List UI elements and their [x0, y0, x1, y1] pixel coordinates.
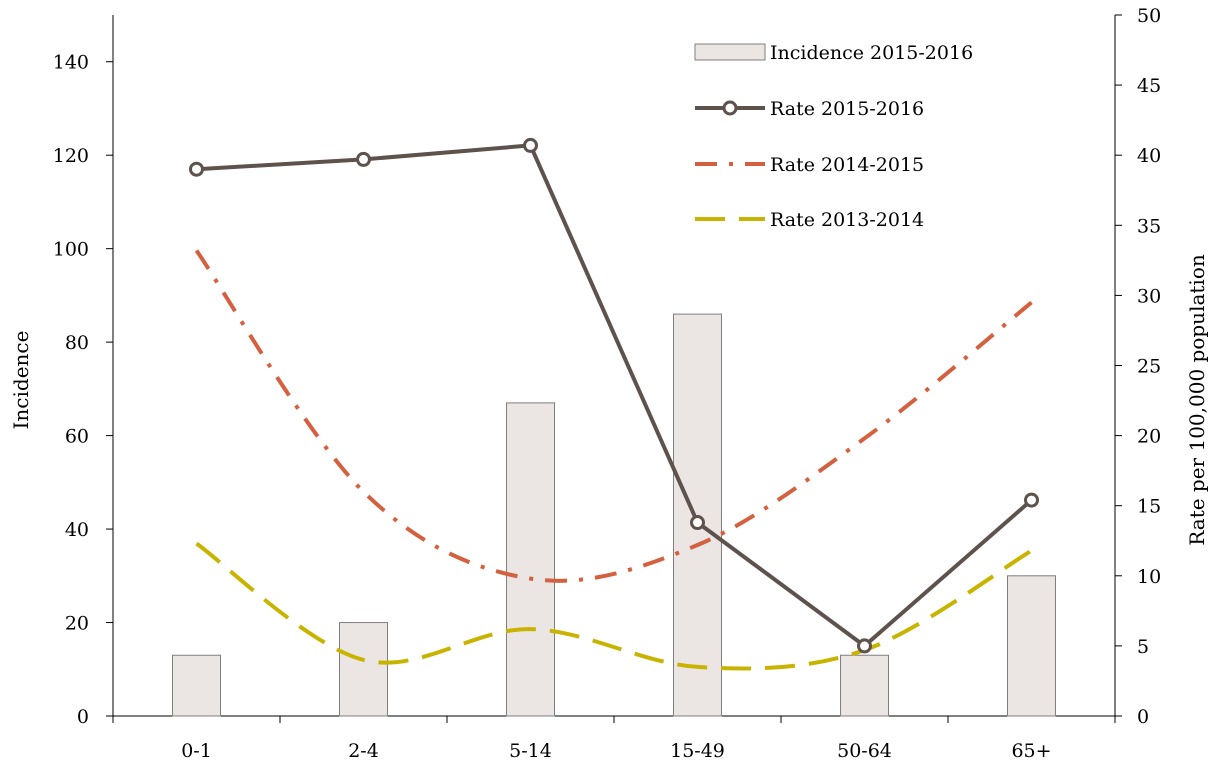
right-ticks: 0 5 10 15 20 25 30 35 40 45 50 [1115, 5, 1161, 728]
x-tick-label: 50-64 [837, 740, 892, 762]
series-line [195, 541, 1033, 671]
y2-tick-label: 35 [1137, 215, 1161, 237]
legend: Incidence 2015-2016 Rate 2015-2016 Rate 20… [694, 42, 973, 231]
bar [506, 402, 555, 717]
y2-tick-label: 20 [1137, 426, 1161, 448]
line-point [857, 638, 872, 654]
x-tick-label: 2-4 [348, 740, 379, 762]
legend-label: Rate 2015-2016 [770, 98, 924, 120]
legend-label: Rate 2014-2015 [770, 154, 924, 176]
x-tick-label: 5-14 [509, 740, 552, 762]
y2-tick-label: 40 [1137, 145, 1161, 167]
bar [840, 654, 889, 717]
bar [172, 654, 221, 717]
legend-label: Incidence 2015-2016 [770, 42, 973, 64]
x-tick-label: 0-1 [181, 740, 212, 762]
legend-label: Rate 2013-2014 [770, 209, 924, 231]
series-line [196, 143, 1033, 648]
y-tick-label: 60 [65, 426, 89, 448]
y2-tick-label: 10 [1137, 566, 1161, 588]
y-axis-title: Incidence [9, 331, 33, 430]
y-tick-label: 0 [77, 706, 89, 728]
y-tick-label: 140 [53, 52, 89, 74]
line-point [523, 137, 538, 153]
y2-tick-label: 50 [1137, 5, 1161, 27]
x-ticks: 0-1 2-4 5-14 15-49 50-64 65+ [112, 716, 1116, 762]
y-tick-label: 120 [53, 145, 89, 167]
line-point [356, 151, 371, 167]
legend-marker [722, 100, 738, 116]
line-point [189, 161, 204, 177]
line-point [1024, 492, 1039, 508]
bar [339, 622, 388, 717]
y-tick-label: 20 [65, 613, 89, 635]
y-tick-label: 100 [53, 239, 89, 261]
series-line [194, 249, 1033, 583]
y2-tick-label: 45 [1137, 75, 1161, 97]
x-tick-label: 65+ [1011, 740, 1051, 762]
y-tick-label: 80 [65, 332, 89, 354]
line-point [690, 515, 705, 531]
y2-tick-label: 30 [1137, 285, 1161, 307]
x-tick-label: 15-49 [670, 740, 725, 762]
y2-axis-title: Rate per 100,000 population [1185, 254, 1209, 546]
y2-tick-label: 15 [1137, 496, 1161, 518]
left-ticks: 0 20 40 60 80 100 120 140 [53, 52, 113, 728]
y2-tick-label: 0 [1137, 706, 1149, 728]
bars [172, 313, 1056, 717]
y2-tick-label: 25 [1137, 356, 1161, 378]
legend-swatch [694, 43, 766, 61]
y-tick-label: 40 [65, 519, 89, 541]
bar [1007, 575, 1056, 717]
lines [189, 137, 1039, 671]
y2-tick-label: 5 [1137, 636, 1149, 658]
